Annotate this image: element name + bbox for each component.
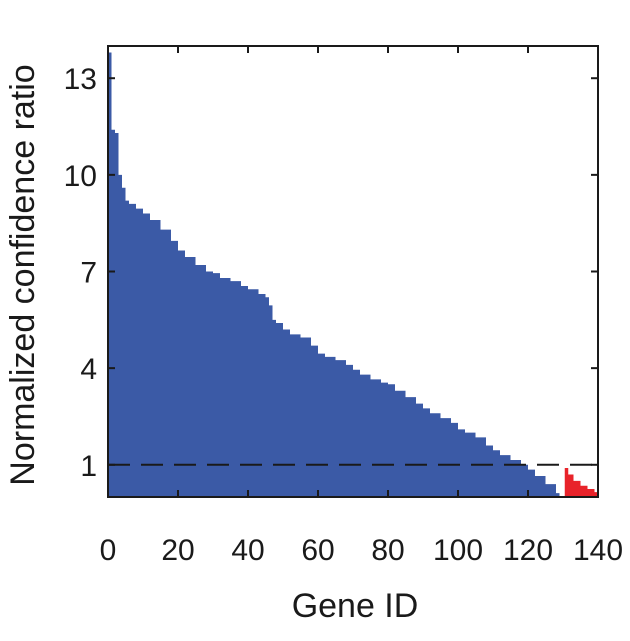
- plot-area: [108, 52, 598, 497]
- y-tick-label: 1: [80, 450, 97, 483]
- y-tick-label: 13: [64, 63, 97, 96]
- x-tick-label: 0: [100, 534, 117, 567]
- series-area-1: [108, 52, 560, 497]
- y-tick-label: 4: [80, 353, 97, 386]
- y-tick-label: 7: [80, 257, 97, 290]
- x-axis-label: Gene ID: [292, 587, 419, 625]
- tick-marks: [107, 46, 599, 497]
- x-tick-label: 60: [301, 534, 334, 567]
- x-tick-label: 120: [503, 534, 553, 567]
- x-tick-label: 40: [231, 534, 264, 567]
- y-tick-labels: 1 4 7 10 13: [64, 63, 97, 483]
- x-tick-labels: 0 20 40 60 80 100 120 140: [100, 534, 623, 567]
- x-tick-label: 100: [433, 534, 483, 567]
- x-tick-label: 140: [573, 534, 623, 567]
- series-area-2: [563, 468, 598, 497]
- x-tick-label: 80: [371, 534, 404, 567]
- y-tick-label: 10: [64, 160, 97, 193]
- x-tick-label: 20: [161, 534, 194, 567]
- y-axis-label: Normalized confidence ratio: [4, 64, 42, 485]
